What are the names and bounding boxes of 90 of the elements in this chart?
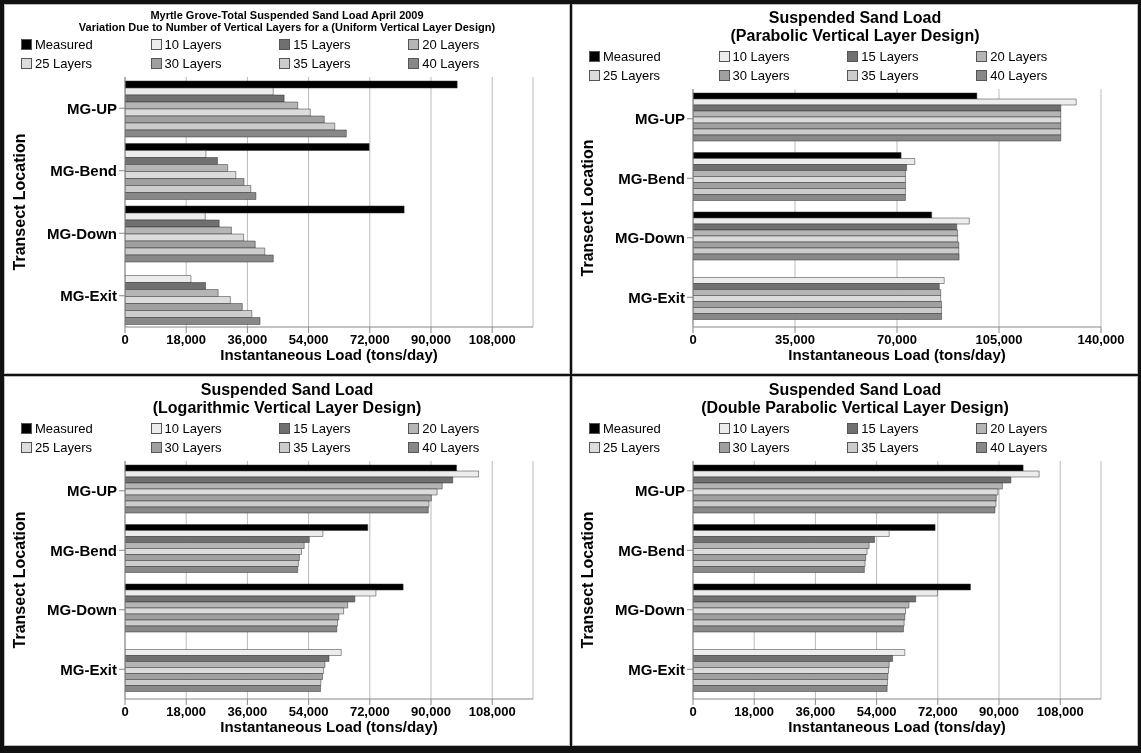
y-tick-label: MG-Down [615, 601, 685, 619]
x-tick-label: 72,000 [349, 704, 390, 720]
x-tick-label: 70,000 [877, 332, 917, 348]
x-tick-label: 0 [689, 332, 697, 348]
y-tick-label: MG-Bend [618, 541, 685, 559]
y-tick-label: MG-UP [635, 482, 685, 500]
legend-label: 30 Layers [732, 440, 790, 455]
x-tick-label: 90,000 [411, 704, 451, 720]
x-tick-label: 140,000 [1077, 332, 1125, 348]
y-tick-label: MG-Bend [50, 541, 117, 559]
y-tick-label: MG-Exit [60, 287, 117, 305]
x-tick-label: 108,000 [468, 704, 516, 720]
x-tick-label: 54,000 [288, 704, 329, 720]
legend-label: 15 Layers [293, 421, 351, 436]
y-tick-label: MG-Exit [628, 288, 685, 306]
x-tick-label: 0 [121, 704, 129, 720]
y-tick-label: MG-Bend [618, 169, 685, 187]
legend-label: 20 Layers [422, 37, 480, 52]
y-axis-title: Transect Location [578, 511, 596, 649]
x-tick-label: 0 [121, 332, 129, 348]
y-axis-title: Transect Location [10, 511, 28, 649]
legend-label: 10 Layers [164, 421, 222, 436]
chart-title: Suspended Sand Load [767, 381, 943, 399]
legend-label: 10 Layers [732, 49, 790, 64]
x-axis-title: Instantaneous Load (tons/day) [220, 345, 438, 363]
chart-subtitle: (Double Parabolic Vertical Layer Design) [700, 399, 1010, 417]
x-axis-title: Instantaneous Load (tons/day) [788, 717, 1006, 735]
legend-label: Measured [603, 421, 661, 436]
x-tick-label: 105,000 [975, 332, 1023, 348]
chart-subtitle: (Parabolic Vertical Layer Design) [729, 27, 981, 45]
x-tick-label: 54,000 [856, 704, 897, 720]
chart-title: Suspended Sand Load [199, 381, 375, 399]
legend-label: 15 Layers [861, 421, 919, 436]
y-tick-label: MG-Exit [60, 660, 117, 678]
legend-label: 15 Layers [293, 37, 351, 52]
legend-label: 30 Layers [164, 56, 222, 71]
legend-label: 25 Layers [35, 56, 93, 71]
x-tick-label: 54,000 [288, 332, 329, 348]
x-tick-label: 36,000 [227, 704, 268, 720]
x-axis-title: Instantaneous Load (tons/day) [788, 345, 1006, 363]
legend-label: 15 Layers [861, 49, 919, 64]
legend-label: 30 Layers [732, 68, 790, 83]
x-tick-label: 108,000 [1036, 704, 1084, 720]
chart-title: Suspended Sand Load [767, 9, 943, 27]
y-tick-label: MG-UP [67, 99, 117, 117]
legend-label: 35 Layers [861, 68, 919, 83]
y-axis-title: Transect Location [578, 139, 596, 277]
legend-label: 40 Layers [422, 440, 480, 455]
y-tick-label: MG-Down [47, 601, 117, 619]
legend-label: 35 Layers [861, 440, 919, 455]
legend-label: 35 Layers [293, 56, 351, 71]
legend-label: 40 Layers [990, 440, 1048, 455]
y-tick-label: MG-Down [47, 224, 117, 242]
legend-label: Measured [603, 49, 661, 64]
y-tick-label: MG-UP [635, 110, 685, 128]
x-tick-label: 18,000 [734, 704, 775, 720]
x-tick-label: 72,000 [349, 332, 390, 348]
y-tick-label: MG-Bend [50, 162, 117, 180]
y-tick-label: MG-Exit [628, 660, 685, 678]
legend-label: 25 Layers [603, 68, 661, 83]
legend-label: 40 Layers [990, 68, 1048, 83]
x-tick-label: 35,000 [775, 332, 815, 348]
legend-label: 20 Layers [990, 49, 1048, 64]
x-tick-label: 90,000 [979, 704, 1019, 720]
y-axis-title: Transect Location [10, 133, 28, 271]
legend-label: 20 Layers [422, 421, 480, 436]
legend-label: 20 Layers [990, 421, 1048, 436]
chart-title: Myrtle Grove-Total Suspended Sand Load April 2009 [149, 9, 425, 21]
legend-label: Measured [35, 37, 93, 52]
x-tick-label: 90,000 [411, 332, 451, 348]
x-tick-label: 72,000 [917, 704, 958, 720]
x-axis-title: Instantaneous Load (tons/day) [220, 717, 438, 735]
legend-label: 10 Layers [732, 421, 790, 436]
x-tick-label: 36,000 [795, 704, 836, 720]
chart-subtitle: Variation Due to Number of Vertical Layers for a (Uniform Vertical Layer Design) [77, 21, 497, 33]
legend-label: Measured [35, 421, 93, 436]
x-tick-label: 18,000 [166, 332, 207, 348]
y-tick-label: MG-Down [615, 229, 685, 247]
x-tick-label: 0 [689, 704, 697, 720]
x-tick-label: 36,000 [227, 332, 268, 348]
chart-subtitle: (Logarithmic Vertical Layer Design) [151, 399, 423, 417]
legend-label: 40 Layers [422, 56, 480, 71]
y-tick-label: MG-UP [67, 482, 117, 500]
legend-label: 30 Layers [164, 440, 222, 455]
legend-label: 35 Layers [293, 440, 351, 455]
legend-label: 25 Layers [603, 440, 661, 455]
x-tick-label: 18,000 [166, 704, 207, 720]
x-tick-label: 108,000 [468, 332, 516, 348]
legend-label: 10 Layers [164, 37, 222, 52]
legend-label: 25 Layers [35, 440, 93, 455]
